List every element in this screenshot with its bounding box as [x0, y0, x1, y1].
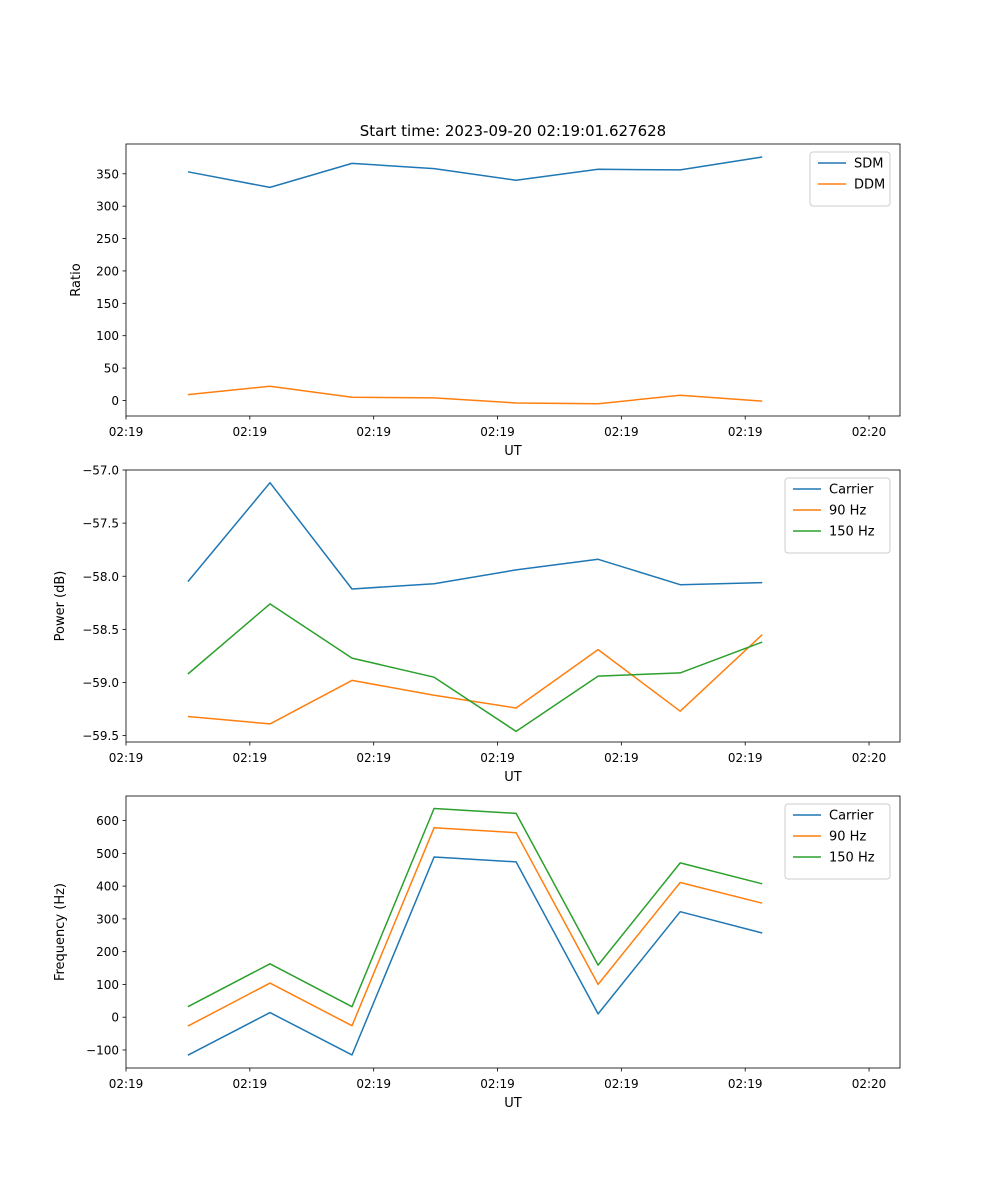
panel-1: Start time: 2023-09-20 02:19:01.62762802… [69, 122, 901, 459]
x-tick-label: 02:19 [233, 1077, 268, 1091]
x-tick-label: 02:19 [728, 1077, 763, 1091]
x-tick-label: 02:20 [852, 425, 887, 439]
legend-label: 90 Hz [829, 830, 866, 845]
y-tick-label: 150 [96, 297, 119, 311]
y-tick-label: 200 [96, 945, 119, 959]
series-line-90-hz [187, 634, 763, 725]
x-tick-label: 02:19 [109, 751, 144, 765]
axes-frame [125, 143, 901, 417]
y-tick-label: 250 [96, 232, 119, 246]
y-tick-label: 400 [96, 880, 119, 894]
series-line-90-hz [187, 827, 763, 1027]
y-axis-label: Frequency (Hz) [53, 883, 68, 981]
y-tick-label: 0 [111, 394, 119, 408]
legend-label: Carrier [829, 809, 874, 824]
legend-box [784, 477, 891, 554]
x-tick-label: 02:19 [604, 1077, 639, 1091]
x-tick-label: 02:19 [233, 751, 268, 765]
legend: SDM DDM [809, 151, 891, 207]
x-tick-label: 02:19 [604, 751, 639, 765]
legend: Carrier 90 Hz 150 Hz [784, 477, 891, 554]
y-tick-label: 0 [111, 1011, 119, 1025]
y-tick-label: −59.5 [82, 729, 119, 743]
x-axis-label: UT [504, 770, 522, 785]
legend-label: 90 Hz [829, 504, 866, 519]
y-tick-label: 200 [96, 264, 119, 278]
x-tick-label: 02:19 [233, 425, 268, 439]
chart-title: Start time: 2023-09-20 02:19:01.627628 [360, 122, 666, 140]
x-tick-label: 02:19 [356, 425, 391, 439]
y-tick-label: −57.5 [82, 517, 119, 531]
x-tick-label: 02:20 [852, 1077, 887, 1091]
y-tick-label: −100 [86, 1043, 119, 1057]
series-line-carrier [187, 856, 763, 1056]
y-tick-label: 300 [96, 912, 119, 926]
x-tick-label: 02:19 [109, 425, 144, 439]
x-tick-label: 02:19 [604, 425, 639, 439]
x-tick-label: 02:19 [728, 425, 763, 439]
y-tick-label: 100 [96, 978, 119, 992]
legend-label: 150 Hz [829, 525, 875, 540]
axes-frame [125, 469, 901, 743]
y-tick-label: −58.5 [82, 623, 119, 637]
panel-3: 02:19 02:19 02:19 02:19 02:19 02:19 02:20 UT −10… [53, 795, 901, 1111]
legend-label: Carrier [829, 483, 874, 498]
legend-box [784, 803, 891, 880]
x-tick-label: 02:19 [109, 1077, 144, 1091]
series-line-carrier [187, 481, 763, 590]
series-line-sdm [187, 156, 763, 189]
y-tick-label: −59.0 [82, 676, 119, 690]
x-tick-label: 02:20 [852, 751, 887, 765]
axes-frame [125, 795, 901, 1069]
x-tick-label: 02:19 [480, 425, 515, 439]
y-axis-label: Ratio [69, 263, 84, 296]
x-axis-label: UT [504, 1096, 522, 1111]
legend-box [809, 151, 891, 207]
y-tick-label: −58.0 [82, 570, 119, 584]
y-tick-label: 50 [104, 362, 119, 376]
y-tick-label: 500 [96, 847, 119, 861]
x-axis-label: UT [504, 444, 522, 459]
x-tick-label: 02:19 [480, 751, 515, 765]
series-line-150-hz [187, 603, 763, 733]
x-tick-label: 02:19 [728, 751, 763, 765]
x-tick-label: 02:19 [480, 1077, 515, 1091]
y-tick-label: 600 [96, 814, 119, 828]
y-tick-label: 300 [96, 200, 119, 214]
panel-2: 02:19 02:19 02:19 02:19 02:19 02:19 02:20 UT −57… [53, 464, 901, 785]
legend: Carrier 90 Hz 150 Hz [784, 803, 891, 880]
y-tick-label: 100 [96, 329, 119, 343]
y-tick-label: 350 [96, 167, 119, 181]
series-line-150-hz [187, 807, 763, 1008]
series-line-ddm [187, 385, 763, 405]
y-tick-label: −57.0 [82, 464, 119, 478]
x-tick-label: 02:19 [356, 751, 391, 765]
y-axis-label: Power (dB) [53, 571, 68, 642]
legend-label: DDM [854, 178, 885, 193]
x-tick-label: 02:19 [356, 1077, 391, 1091]
legend-label: SDM [854, 157, 883, 172]
legend-label: 150 Hz [829, 851, 875, 866]
